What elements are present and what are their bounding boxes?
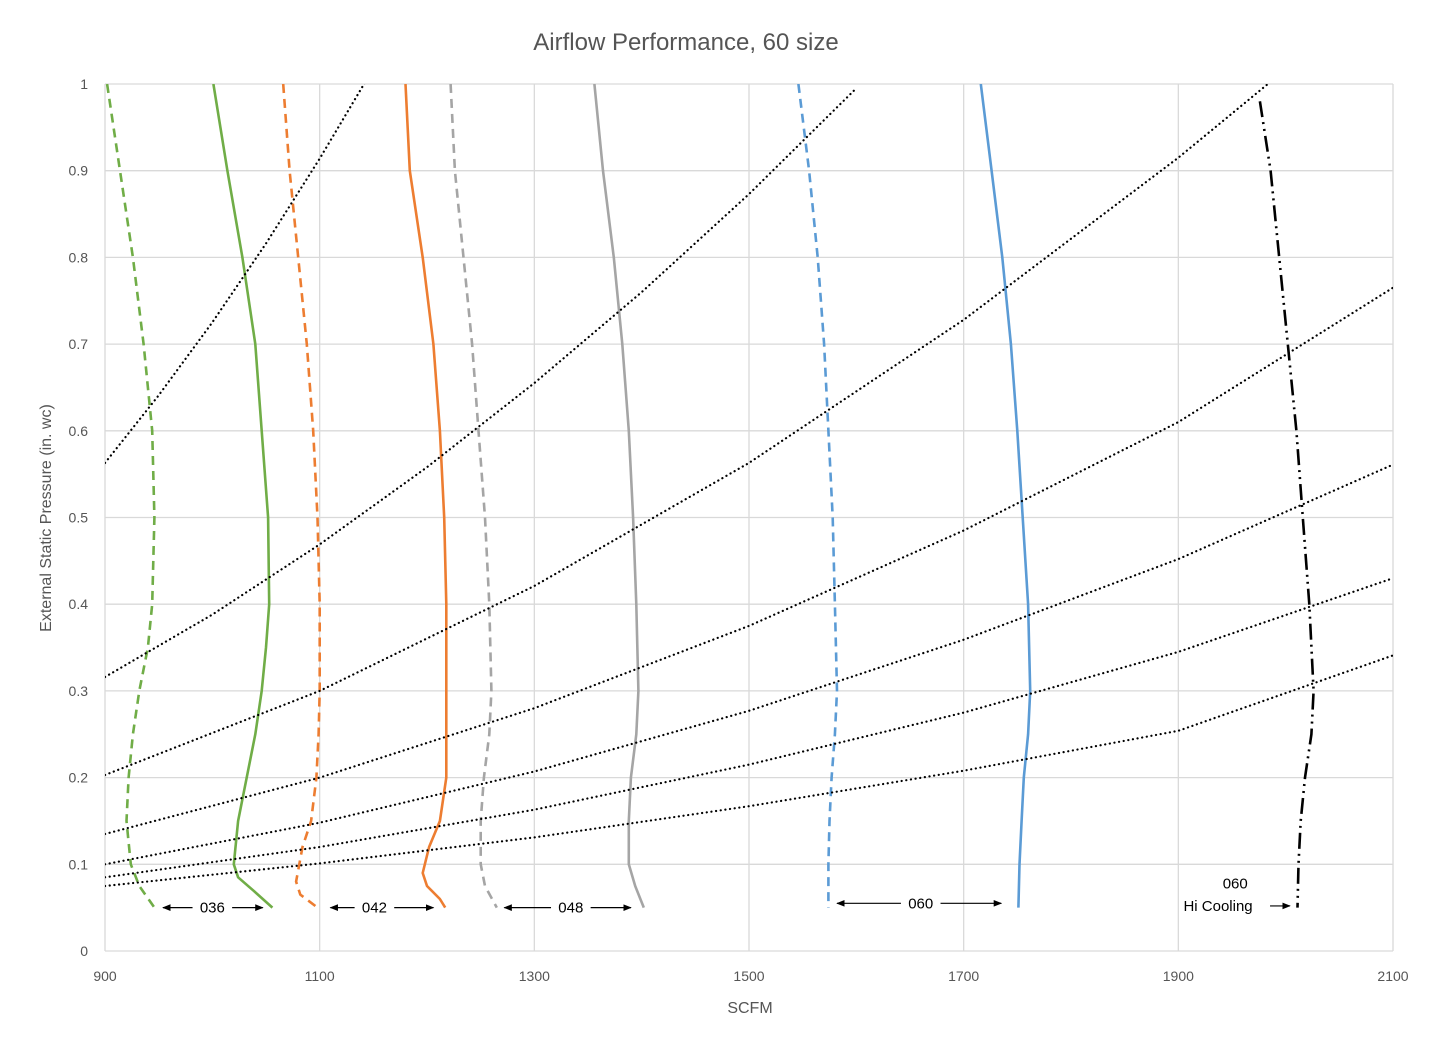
blower-curve-line bbox=[797, 84, 839, 908]
y-tick-label: 0.5 bbox=[69, 510, 89, 526]
annotation-label: 042 bbox=[362, 900, 387, 917]
y-tick-label: 1 bbox=[80, 76, 88, 92]
y-tick-label: 0 bbox=[80, 943, 88, 959]
x-tick-label: 2100 bbox=[1377, 968, 1408, 984]
blower-curve-line bbox=[593, 84, 646, 909]
x-tick-label: 1900 bbox=[1163, 968, 1194, 984]
y-tick-label: 0.8 bbox=[69, 249, 89, 265]
annotation-label: 060 bbox=[908, 895, 933, 912]
blower-curve-line bbox=[979, 84, 1032, 908]
x-tick-label: 1500 bbox=[733, 968, 764, 984]
y-axis-label: External Static Pressure (in. wc) bbox=[38, 404, 55, 632]
x-tick-label: 900 bbox=[93, 968, 117, 984]
system-curve-line bbox=[105, 463, 1393, 866]
x-tick-label: 1700 bbox=[948, 968, 979, 984]
annotation-label: 048 bbox=[558, 900, 583, 917]
blower-curve-line bbox=[1258, 101, 1315, 908]
x-axis-label: SCFM bbox=[727, 1000, 772, 1017]
annotation-label: 036 bbox=[200, 900, 225, 917]
blower-curve-line bbox=[449, 84, 498, 909]
blower-curve-line bbox=[404, 84, 448, 909]
x-tick-label: 1100 bbox=[305, 968, 335, 984]
system-curve-line bbox=[105, 286, 1393, 836]
blower-curve-line bbox=[105, 84, 156, 909]
y-tick-label: 0.7 bbox=[69, 336, 89, 352]
annotations: 036 042 048 060 060 Hi Cooling bbox=[162, 875, 1291, 917]
chart-title: Airflow Performance, 60 size bbox=[533, 29, 838, 56]
system-curve-line bbox=[105, 84, 1270, 777]
system-curve-line bbox=[105, 87, 858, 679]
blower-curve-line bbox=[212, 84, 274, 909]
y-tick-label: 0.6 bbox=[69, 423, 89, 439]
y-tick-label: 0.9 bbox=[69, 163, 89, 179]
y-tick-label: 0.2 bbox=[69, 770, 89, 786]
x-tick-label: 1300 bbox=[519, 968, 550, 984]
y-tick-label: 0.1 bbox=[69, 856, 89, 872]
system-curve-line bbox=[105, 654, 1393, 888]
system-curve-line bbox=[105, 577, 1393, 879]
series-group bbox=[105, 84, 1393, 909]
annotation-label: Hi Cooling bbox=[1183, 898, 1252, 915]
y-tick-label: 0.3 bbox=[69, 683, 89, 699]
y-tick-label: 0.4 bbox=[69, 596, 89, 612]
system-curve-line bbox=[105, 84, 366, 464]
annotation-label: 060 bbox=[1223, 875, 1248, 892]
